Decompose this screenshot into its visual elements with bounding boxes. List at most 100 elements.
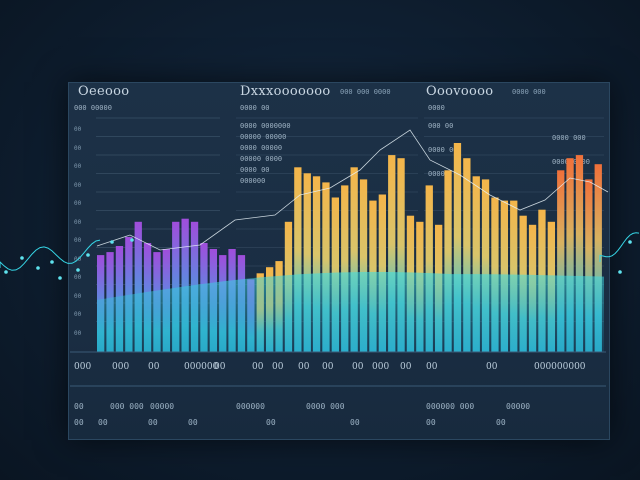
footer-cell: 00	[98, 418, 108, 427]
bar	[397, 158, 405, 352]
bar	[303, 173, 311, 352]
footer-cell: 000000 000	[426, 402, 475, 411]
wave-dot	[130, 238, 134, 242]
x-label: 00	[322, 362, 334, 372]
x-label: 000000000	[534, 362, 586, 372]
bar	[594, 164, 602, 352]
bar	[350, 167, 358, 352]
x-label: 000000	[184, 362, 219, 372]
left-tick: 00	[74, 144, 82, 152]
bar	[312, 176, 321, 352]
x-label: 000	[74, 362, 92, 372]
middle-note: 0000 00000	[240, 144, 283, 152]
wave-dot	[50, 260, 54, 264]
bar	[134, 221, 142, 352]
x-label: 000	[112, 362, 130, 372]
footer-cell: 00	[426, 418, 436, 427]
middle-note: 0000 0000000	[240, 122, 291, 130]
bar	[566, 158, 574, 352]
trend-line	[96, 129, 609, 251]
footer-cell: 00000	[506, 402, 531, 411]
wave-dot	[20, 256, 24, 260]
bar	[463, 158, 471, 352]
footer-cell: 0000 000	[306, 402, 345, 411]
wave-dot	[110, 240, 114, 244]
footer-cell: 00	[74, 402, 84, 411]
bar	[322, 182, 330, 352]
left-tick: 00	[74, 311, 82, 318]
x-label: 00	[352, 362, 364, 372]
left-tick: 00	[74, 237, 82, 244]
footer-cell: 00	[266, 418, 276, 427]
left-tick: 00	[74, 292, 82, 300]
footer-cell: 000000	[236, 402, 265, 411]
wave-dot	[4, 270, 8, 274]
left-tick: 00	[74, 218, 82, 226]
bar	[557, 170, 565, 352]
header-right-extra: 0000 000	[512, 88, 546, 96]
header-right: Ooovoooo	[426, 84, 494, 99]
header-left: Oeeooo	[78, 84, 130, 99]
bar	[472, 176, 480, 352]
middle-note: 0000 00	[240, 166, 270, 174]
bar	[481, 179, 490, 352]
footer-cell: 00	[74, 418, 84, 427]
wave-right	[599, 232, 640, 262]
x-label: 00	[272, 362, 284, 372]
x-label: 000	[372, 362, 390, 372]
left-tick: 00	[74, 274, 82, 281]
x-label: 00	[148, 362, 160, 372]
bar	[359, 179, 368, 352]
middle-note: 00000 00000	[240, 133, 286, 141]
left-tick: 00	[74, 329, 82, 337]
footer-cell: 00	[496, 418, 506, 427]
wave-dot	[618, 270, 622, 274]
x-label: 00	[298, 362, 310, 372]
bar	[341, 185, 349, 352]
footer-cell: 00	[148, 418, 158, 427]
subheader-left: 000 00000	[74, 104, 112, 112]
x-label: 00	[252, 362, 264, 372]
subheader-middle: 0000 00	[240, 104, 270, 112]
wave-dot	[58, 276, 62, 280]
bar	[453, 143, 462, 352]
x-label: 00	[426, 362, 438, 372]
footer-cell: 00000	[150, 402, 175, 411]
footer-cell: 00	[350, 418, 360, 427]
left-tick: 00	[74, 181, 82, 189]
trend-area	[97, 272, 604, 352]
x-label: 00	[214, 362, 226, 372]
bar	[585, 179, 593, 352]
wave-dot	[36, 266, 40, 270]
bar	[444, 170, 452, 352]
footer-cell: 00	[188, 418, 198, 427]
bar	[425, 185, 433, 352]
right-note: 0000 00	[428, 146, 458, 154]
bar	[125, 236, 133, 352]
bar	[388, 155, 396, 352]
middle-note: 000000	[240, 177, 266, 185]
wave-dot	[86, 253, 90, 257]
left-tick: 00	[74, 255, 82, 263]
subheader-right: 0000	[428, 104, 445, 112]
left-tick: 00	[74, 126, 82, 133]
x-label: 00	[486, 362, 498, 372]
left-tick: 00	[74, 200, 82, 207]
footer-cell: 000 000	[110, 402, 144, 411]
bar	[181, 218, 189, 352]
header-middle-extra: 000 000 0000	[340, 88, 391, 96]
wave-dot	[76, 268, 80, 272]
right-note: 00000	[428, 170, 449, 178]
bar	[575, 155, 584, 352]
right-note: 0000 000	[552, 134, 586, 142]
bar	[294, 167, 302, 352]
left-tick: 00	[74, 163, 82, 170]
header-middle: Dxxxooooooo	[240, 84, 331, 99]
wave-dot	[628, 240, 632, 244]
right-note: 000 00	[428, 122, 454, 130]
wave-left	[0, 239, 101, 271]
bar	[172, 221, 180, 352]
middle-note: 00000 0000	[240, 155, 283, 163]
x-label: 00	[400, 362, 412, 372]
